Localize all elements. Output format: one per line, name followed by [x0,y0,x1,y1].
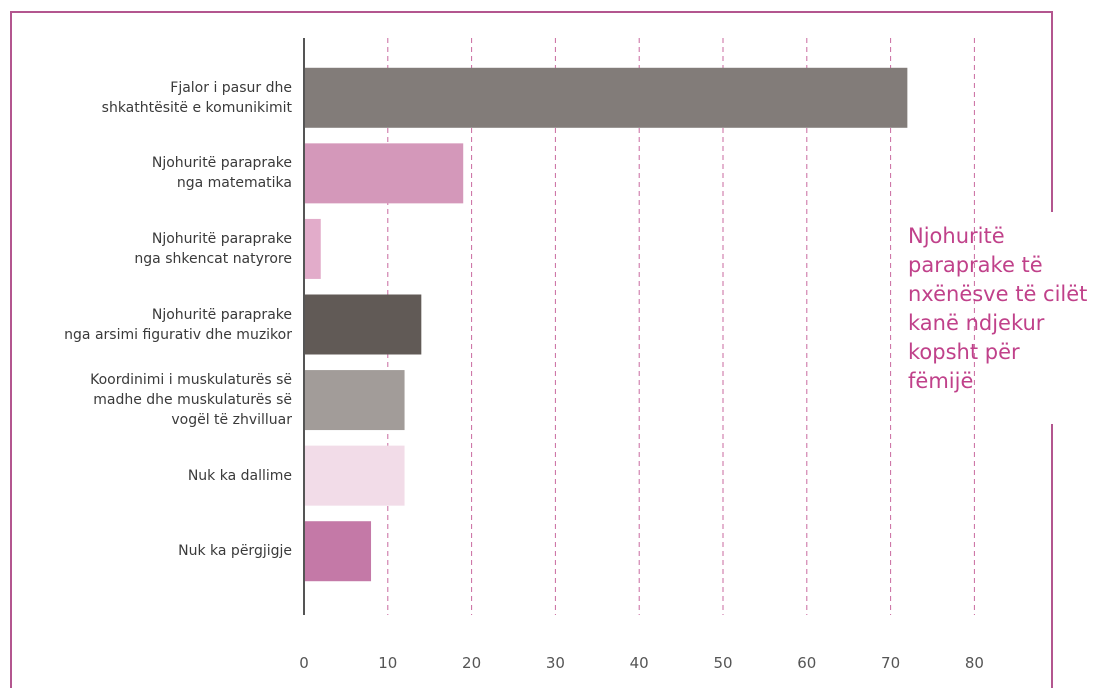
x-tick-label: 70 [881,654,901,672]
chart-title: Njohuritë paraprake të nxënësve të cilët… [908,224,1088,393]
y-tick-label: Njohuritë paraprake nga shkencat natyror… [134,230,292,267]
bar [304,143,464,204]
y-tick-label: Nuk ka dallime [187,467,292,484]
frame [10,11,1053,688]
x-tick-label: 10 [378,654,398,672]
y-tick-label: Njohuritë paraprake nga arsimi figurativ… [64,306,292,343]
x-tick-label: 80 [964,654,984,672]
x-tick-label: 30 [545,654,565,672]
x-tick-label: 0 [299,654,309,672]
bar [304,294,422,355]
bar [304,521,372,582]
x-tick-label: 60 [797,654,817,672]
bar [304,445,405,506]
y-tick-label: Fjalor i pasur dhe shkathtësitë e komuni… [101,79,292,116]
y-tick-label: Njohuritë paraprake nga matematika [151,155,292,192]
x-tick-label: 20 [462,654,482,672]
x-tick-label: 40 [629,654,649,672]
bar [304,370,405,431]
y-tick-label: Nuk ka përgjigje [178,543,292,560]
x-tick-label: 50 [713,654,733,672]
bar [304,218,321,279]
y-tick-label: Koordinimi i muskulaturës së madhe dhe m… [90,372,292,429]
bar [304,67,908,128]
